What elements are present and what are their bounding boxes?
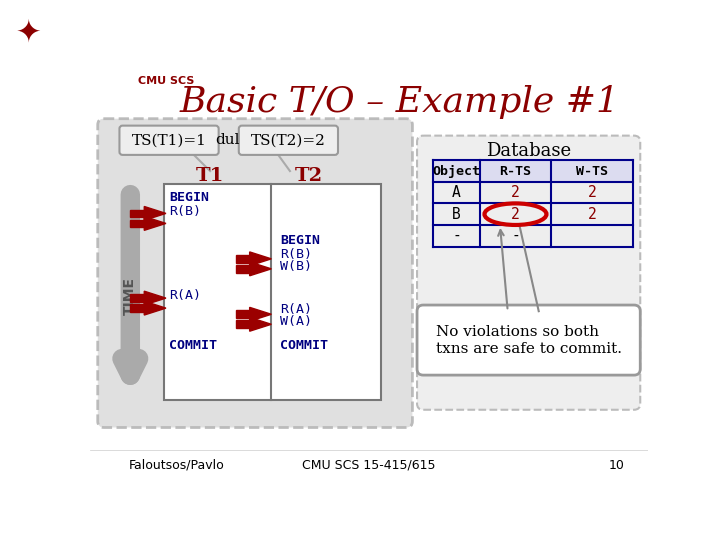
Text: BEGIN: BEGIN xyxy=(169,191,209,204)
Text: R(B): R(B) xyxy=(280,248,312,261)
Text: Faloutsos/Pavlo: Faloutsos/Pavlo xyxy=(129,458,225,472)
Polygon shape xyxy=(130,294,144,302)
Text: 2: 2 xyxy=(511,207,520,222)
FancyBboxPatch shape xyxy=(417,305,640,375)
Polygon shape xyxy=(250,318,271,331)
Text: COMMIT: COMMIT xyxy=(169,339,217,353)
FancyBboxPatch shape xyxy=(120,126,219,155)
Polygon shape xyxy=(130,210,144,217)
Text: W(B): W(B) xyxy=(280,260,312,273)
Text: COMMIT: COMMIT xyxy=(280,339,328,353)
Text: T1: T1 xyxy=(196,167,225,185)
Polygon shape xyxy=(235,310,250,318)
Text: BEGIN: BEGIN xyxy=(280,234,320,247)
Text: CMU SCS 15-415/615: CMU SCS 15-415/615 xyxy=(302,458,436,472)
Text: 2: 2 xyxy=(588,207,596,222)
Text: R-TS: R-TS xyxy=(500,165,531,178)
Polygon shape xyxy=(144,217,166,231)
Bar xyxy=(433,160,632,182)
Text: TIME: TIME xyxy=(123,277,138,315)
Text: W(A): W(A) xyxy=(280,315,312,328)
Polygon shape xyxy=(250,262,271,276)
Text: -: - xyxy=(511,228,520,243)
Text: B: B xyxy=(452,207,461,222)
Text: CMU SCS: CMU SCS xyxy=(138,76,194,85)
Polygon shape xyxy=(235,320,250,328)
FancyBboxPatch shape xyxy=(417,136,640,410)
Text: TS(T2)=2: TS(T2)=2 xyxy=(251,133,326,147)
FancyBboxPatch shape xyxy=(239,126,338,155)
FancyBboxPatch shape xyxy=(98,119,413,428)
Polygon shape xyxy=(235,265,250,273)
Polygon shape xyxy=(144,301,166,315)
Text: 10: 10 xyxy=(609,458,625,472)
Text: No violations so both
txns are safe to commit.: No violations so both txns are safe to c… xyxy=(436,326,621,355)
Polygon shape xyxy=(235,255,250,262)
Text: -: - xyxy=(452,228,461,243)
Text: TS(T1)=1: TS(T1)=1 xyxy=(132,133,207,147)
Text: dul: dul xyxy=(216,133,240,147)
Polygon shape xyxy=(250,252,271,266)
Text: ✦: ✦ xyxy=(16,18,42,47)
Bar xyxy=(163,184,381,400)
Text: 2: 2 xyxy=(511,185,520,200)
Polygon shape xyxy=(144,206,166,220)
Text: Object: Object xyxy=(433,165,480,178)
Text: A: A xyxy=(452,185,461,200)
Text: R(A): R(A) xyxy=(169,289,201,302)
Text: R(B): R(B) xyxy=(169,205,201,218)
Text: T2: T2 xyxy=(294,167,323,185)
Text: Basic T/O – Example #1: Basic T/O – Example #1 xyxy=(180,85,620,119)
Text: W-TS: W-TS xyxy=(576,165,608,178)
Polygon shape xyxy=(130,304,144,312)
Text: Database: Database xyxy=(486,142,571,160)
Text: R(A): R(A) xyxy=(280,303,312,316)
Polygon shape xyxy=(250,307,271,321)
Polygon shape xyxy=(130,220,144,227)
Polygon shape xyxy=(144,291,166,305)
Text: 2: 2 xyxy=(588,185,596,200)
